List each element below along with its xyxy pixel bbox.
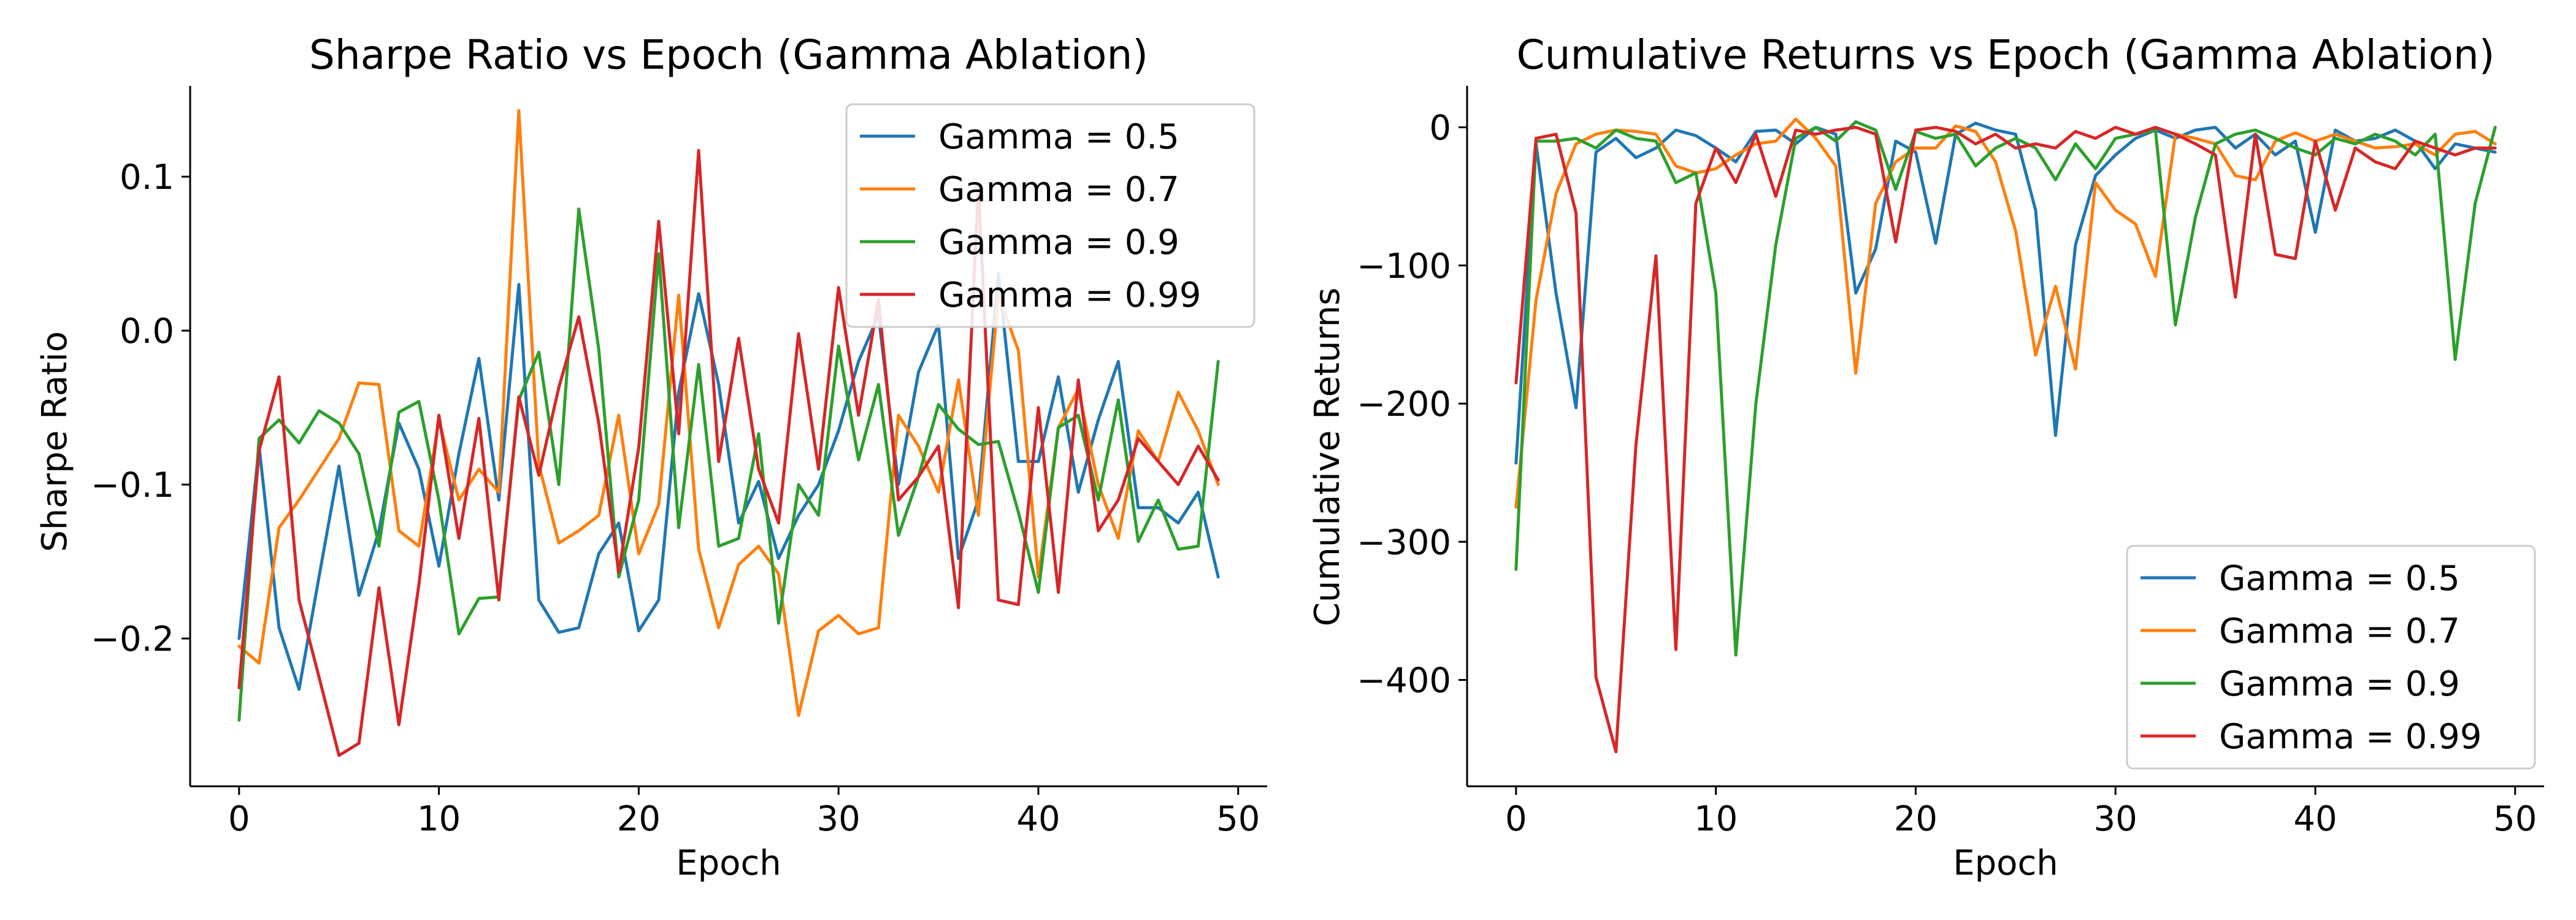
tick-group: 0 10 20 30 40 50 −0.2 −0.1 0.0 0.1 (91, 158, 1260, 839)
x-axis-label: Epoch (676, 843, 781, 883)
x-tick-label: 40 (2293, 799, 2337, 839)
y-tick-label: −100 (1357, 247, 1451, 286)
y-axis-label: Cumulative Returns (1308, 288, 1347, 626)
y-tick-label: −0.2 (91, 619, 174, 659)
series-line-gamma-0-9 (237, 207, 1220, 722)
legend-label: Gamma = 0.5 (2219, 559, 2460, 599)
y-tick-label: 0.1 (120, 158, 174, 197)
series-group (1514, 117, 2497, 754)
legend-label: Gamma = 0.99 (938, 275, 1201, 315)
legend-frame (2126, 545, 2536, 770)
series-line-gamma-0-7 (1514, 117, 2497, 509)
cumulative-returns-chart: Cumulative Returns vs Epoch (Gamma Ablat… (1308, 31, 2544, 883)
y-tick-label: 0.0 (120, 312, 174, 351)
x-tick-label: 0 (1505, 799, 1527, 839)
x-tick-label: 20 (617, 799, 661, 839)
y-tick-label: −200 (1357, 385, 1451, 424)
chart-title: Cumulative Returns vs Epoch (Gamma Ablat… (1517, 31, 2495, 79)
axis-spines (189, 86, 1267, 788)
x-tick-label: 0 (228, 799, 250, 839)
sharpe-ratio-chart: Sharpe Ratio vs Epoch (Gamma Ablation) E… (35, 31, 1267, 883)
x-axis-label: Epoch (1953, 843, 2058, 883)
chart-title: Sharpe Ratio vs Epoch (Gamma Ablation) (309, 31, 1148, 79)
x-tick-label: 20 (1894, 799, 1938, 839)
series-line-gamma-0-99 (237, 148, 1220, 757)
legend-label: Gamma = 0.99 (2219, 717, 2482, 757)
x-tick-label: 10 (417, 799, 461, 839)
series-group (237, 109, 1220, 757)
series-line-gamma-0-5 (1514, 121, 2497, 465)
y-axis-label: Sharpe Ratio (35, 331, 75, 552)
x-tick-label: 50 (1216, 799, 1260, 839)
series-line-gamma-0-99 (1514, 126, 2497, 754)
y-tick-label: −0.1 (91, 466, 174, 505)
axis-spines (1466, 86, 2544, 788)
legend-label: Gamma = 0.9 (2219, 664, 2460, 704)
legend-frame (845, 103, 1255, 328)
y-tick-label: −400 (1357, 661, 1451, 701)
legend-label: Gamma = 0.7 (2219, 611, 2460, 651)
legend-label: Gamma = 0.7 (938, 170, 1179, 210)
legend: Gamma = 0.5 Gamma = 0.7 Gamma = 0.9 Gamma =… (2126, 545, 2536, 770)
tick-group: 0 10 20 30 40 50 −400 −300 −200 −100 0 (1357, 109, 2537, 839)
series-line-gamma-0-5 (237, 272, 1220, 691)
legend: Gamma = 0.5 Gamma = 0.7 Gamma = 0.9 Gamma =… (845, 103, 1255, 328)
x-tick-label: 10 (1694, 799, 1738, 839)
y-tick-label: −300 (1357, 523, 1451, 562)
legend-label: Gamma = 0.9 (938, 223, 1179, 263)
series-line-gamma-0-9 (1514, 120, 2497, 657)
x-tick-label: 40 (1016, 799, 1060, 839)
x-tick-label: 30 (817, 799, 861, 839)
y-tick-label: 0 (1429, 109, 1451, 148)
x-tick-label: 30 (2094, 799, 2137, 839)
x-tick-label: 50 (2493, 799, 2537, 839)
legend-label: Gamma = 0.5 (938, 117, 1179, 157)
